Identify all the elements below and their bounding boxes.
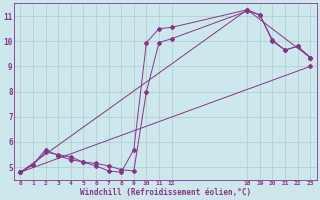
X-axis label: Windchill (Refroidissement éolien,°C): Windchill (Refroidissement éolien,°C) bbox=[80, 188, 251, 197]
